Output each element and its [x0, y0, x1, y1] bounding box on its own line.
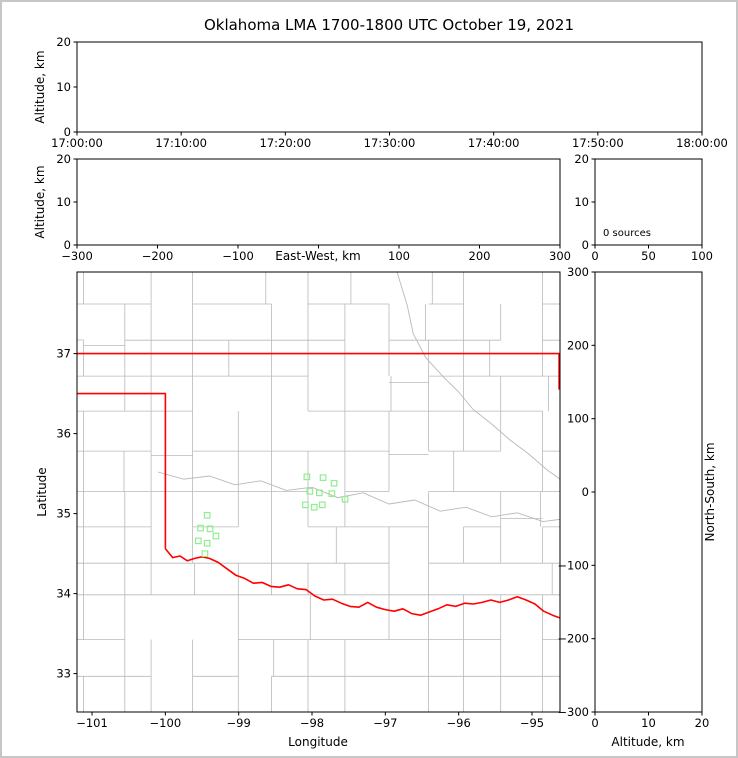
time-height-ylabel: Altitude, km: [33, 50, 47, 123]
lma-source-marker: [318, 501, 326, 509]
x-tick-label: 17:30:00: [364, 136, 416, 150]
figure-title: Oklahoma LMA 1700-1800 UTC October 19, 2…: [204, 16, 574, 34]
x-tick-label: 200: [469, 249, 491, 263]
map-layer: [77, 272, 560, 712]
y-tick-label: 10: [574, 195, 589, 209]
lma-source-marker: [316, 489, 323, 497]
x-tick-label: −200: [142, 249, 174, 263]
ew-height-frame: [76, 158, 561, 246]
x-tick-label: −99: [227, 716, 251, 730]
x-tick-label: 100: [691, 249, 713, 263]
y-tick-label: 36: [56, 427, 71, 441]
y-tick-label: 0: [64, 125, 71, 139]
lma-source-marker: [203, 539, 211, 547]
sources-count-annotation: 0 sources: [603, 228, 651, 239]
y-tick-label: −200: [557, 632, 589, 646]
time-height-frame: [76, 41, 703, 133]
y-tick-label: 20: [574, 152, 589, 166]
x-tick-label: 300: [549, 249, 571, 263]
y-tick-label: 35: [56, 507, 71, 521]
lma-source-marker: [195, 537, 202, 545]
x-tick-label: −101: [76, 716, 108, 730]
x-tick-label: 17:00:00: [51, 136, 103, 150]
county-boundaries: [77, 272, 560, 712]
y-tick-label: 20: [56, 152, 71, 166]
y-tick-label: 0: [64, 238, 71, 252]
plan-view-xlabel: Longitude: [288, 735, 348, 749]
x-tick-label: 17:10:00: [155, 136, 207, 150]
y-tick-label: 20: [56, 35, 71, 49]
plan-view-ylabel: Latitude: [35, 467, 49, 516]
river-line: [396, 272, 560, 480]
lma-source-marker: [303, 473, 311, 481]
state-border: [77, 392, 167, 549]
x-tick-label: 100: [388, 249, 410, 263]
lma-source-marker: [203, 511, 211, 519]
y-tick-label: 10: [56, 80, 71, 94]
lma-source-marker: [319, 474, 327, 481]
lma-source-marker: [197, 524, 204, 532]
x-tick-label: −300: [61, 249, 93, 263]
y-tick-label: 300: [567, 265, 589, 279]
y-tick-label: −100: [557, 558, 589, 572]
x-tick-label: 17:20:00: [260, 136, 312, 150]
state-border: [164, 548, 560, 619]
x-tick-label: −97: [373, 716, 397, 730]
x-tick-label: 17:50:00: [572, 136, 624, 150]
x-tick-label: 17:40:00: [468, 136, 520, 150]
x-tick-label: 10: [641, 716, 656, 730]
y-tick-label: 200: [567, 338, 589, 352]
x-tick-label: −96: [447, 716, 471, 730]
x-tick-label: −95: [520, 716, 544, 730]
plot-panels: −101 −100 −99 −98 −97 −96 −95 33 34 35 36 37 0 10 20 17…: [51, 35, 728, 730]
x-tick-label: 0: [591, 716, 598, 730]
lma-source-marker: [330, 479, 338, 487]
lma-source-marker: [302, 501, 309, 509]
y-tick-label: 0: [582, 485, 589, 499]
lma-source-marker: [206, 525, 214, 533]
x-tick-label: −98: [300, 716, 324, 730]
lma-source-marker: [201, 550, 209, 558]
x-tick-label: 50: [641, 249, 656, 263]
y-tick-label: 34: [56, 587, 71, 601]
ew-height-xlabel: East-West, km: [275, 249, 361, 263]
lma-source-marker: [341, 495, 349, 503]
ns-height-ylabel: North-South, km: [703, 442, 717, 541]
river-line: [157, 471, 560, 523]
x-tick-label: 18:00:00: [676, 136, 728, 150]
y-tick-label: 37: [56, 347, 71, 361]
lma-source-marker: [310, 503, 318, 511]
x-tick-label: −100: [150, 716, 182, 730]
ns-height-xlabel: Altitude, km: [611, 735, 684, 749]
x-tick-label: −100: [222, 249, 254, 263]
lma-source-marker: [212, 532, 220, 540]
x-tick-label: 20: [695, 716, 710, 730]
ew-height-ylabel: Altitude, km: [33, 165, 47, 238]
y-tick-label: 33: [56, 667, 71, 681]
lma-source-marker: [328, 490, 336, 497]
ns-height-frame: [594, 271, 703, 713]
lma-source-marker: [306, 487, 314, 495]
y-tick-label: 10: [56, 195, 71, 209]
y-tick-label: −300: [557, 705, 589, 719]
y-tick-label: 100: [567, 412, 589, 426]
x-tick-label: 0: [591, 249, 598, 263]
y-tick-label: 0: [582, 238, 589, 252]
plan-view-frame: [76, 271, 561, 713]
